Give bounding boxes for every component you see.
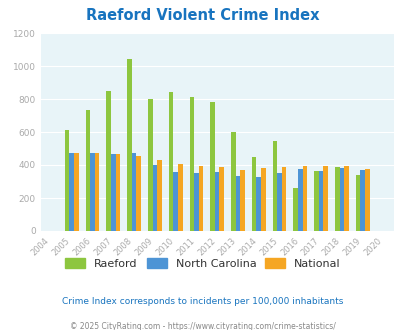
Bar (360, 170, 364, 231)
Bar (177, 164, 182, 231)
Bar (334, 168, 339, 231)
Bar (90, 153, 95, 231)
Bar (230, 132, 235, 231)
Bar (364, 169, 369, 231)
Bar (127, 59, 132, 231)
Bar (343, 166, 348, 231)
Bar (85, 110, 90, 231)
Bar (198, 166, 203, 231)
Text: Crime Index corresponds to incidents per 100,000 inhabitants: Crime Index corresponds to incidents per… (62, 297, 343, 306)
Bar (302, 166, 307, 231)
Bar (152, 165, 157, 231)
Bar (260, 168, 265, 231)
Bar (136, 156, 141, 231)
Bar (173, 172, 177, 231)
Bar (251, 157, 256, 231)
Bar (189, 97, 194, 231)
Bar (132, 153, 136, 231)
Bar (313, 171, 318, 231)
Bar (318, 171, 323, 231)
Bar (240, 170, 244, 231)
Bar (281, 167, 286, 231)
Text: © 2025 CityRating.com - https://www.cityrating.com/crime-statistics/: © 2025 CityRating.com - https://www.city… (70, 322, 335, 330)
Bar (194, 173, 198, 231)
Bar (111, 154, 115, 231)
Bar (157, 160, 161, 231)
Bar (214, 172, 219, 231)
Bar (277, 173, 281, 231)
Bar (95, 153, 99, 231)
Bar (106, 91, 111, 231)
Bar (69, 153, 74, 231)
Bar (323, 166, 327, 231)
Bar (65, 130, 69, 231)
Bar (272, 141, 277, 231)
Bar (148, 99, 152, 231)
Bar (235, 176, 240, 231)
Bar (339, 168, 343, 231)
Bar (355, 175, 360, 231)
Legend: Raeford, North Carolina, National: Raeford, North Carolina, National (61, 254, 344, 273)
Bar (74, 153, 79, 231)
Bar (168, 92, 173, 231)
Bar (297, 169, 302, 231)
Bar (256, 177, 260, 231)
Bar (293, 188, 297, 231)
Bar (219, 167, 224, 231)
Text: Raeford Violent Crime Index: Raeford Violent Crime Index (86, 8, 319, 23)
Bar (210, 102, 214, 231)
Bar (115, 154, 120, 231)
